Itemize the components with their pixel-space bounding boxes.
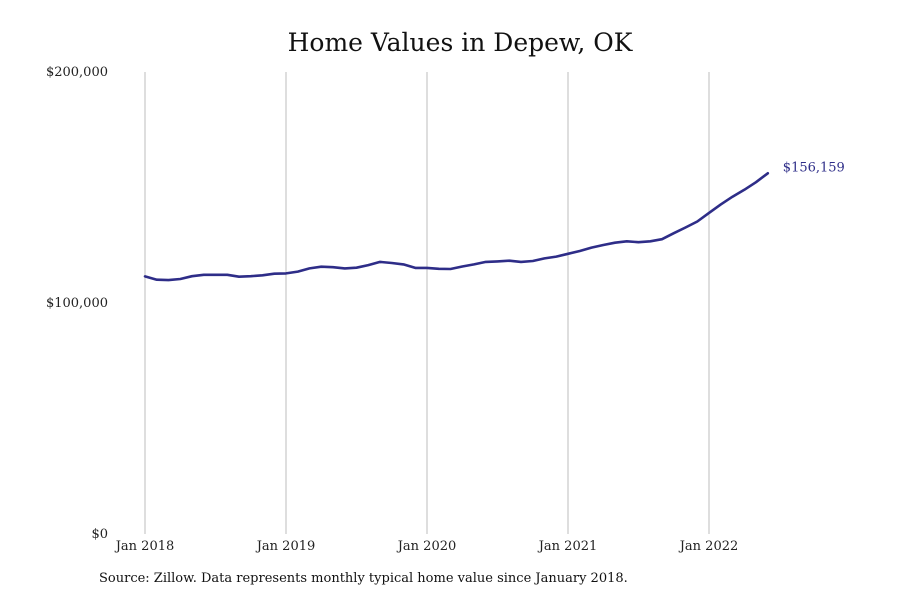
y-tick-label: $200,000: [46, 65, 108, 80]
x-tick-label: Jan 2018: [114, 539, 175, 554]
x-tick-label: Jan 2019: [255, 539, 316, 554]
gridlines: [144, 72, 710, 534]
y-axis-ticks: $0 $100,000 $200,000: [46, 65, 108, 542]
source-note: Source: Zillow. Data represents monthly …: [99, 571, 628, 586]
x-tick-label: Jan 2020: [396, 539, 457, 554]
x-axis-ticks: Jan 2018 Jan 2019 Jan 2020 Jan 2021 Jan 2022: [114, 539, 739, 554]
end-value-label: $156,159: [783, 160, 845, 175]
chart-title: Home Values in Depew, OK: [288, 28, 634, 57]
y-tick-label: $100,000: [46, 296, 108, 311]
x-tick-label: Jan 2021: [537, 539, 598, 554]
x-tick-label: Jan 2022: [678, 539, 739, 554]
series-line: [143, 172, 770, 282]
series-layer: [143, 172, 770, 282]
y-tick-label: $0: [91, 527, 108, 542]
